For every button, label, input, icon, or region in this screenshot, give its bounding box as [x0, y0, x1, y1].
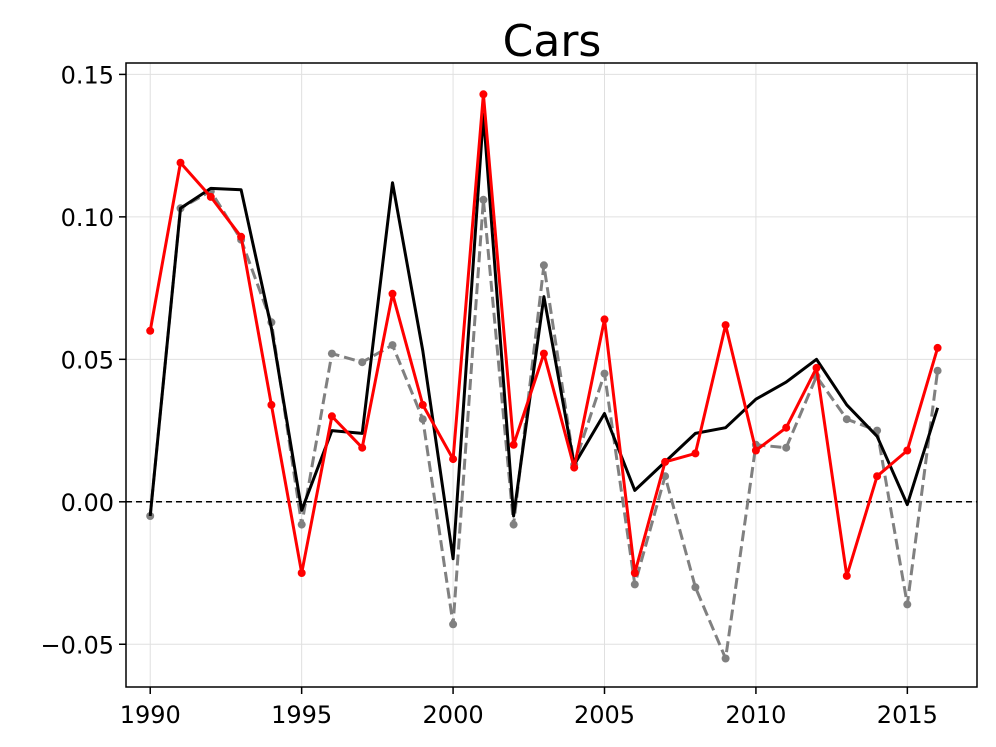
series-1-point — [418, 415, 427, 424]
series-3-point — [237, 232, 246, 241]
series-1-point — [509, 520, 518, 529]
series-group — [146, 90, 942, 663]
series-3-point — [903, 446, 912, 455]
series-3-point — [570, 463, 579, 472]
series-3-point — [176, 158, 185, 167]
x-tick-label: 2010 — [725, 701, 786, 729]
series-3-point — [449, 455, 458, 464]
series-1-point — [600, 369, 609, 378]
series-3-point — [479, 90, 488, 99]
series-3-point — [721, 321, 730, 330]
series-1-point — [842, 415, 851, 424]
series-3-point — [782, 423, 791, 432]
series-1-point — [782, 443, 791, 452]
series-3-point — [691, 449, 700, 458]
x-tick-label: 1995 — [271, 701, 332, 729]
y-tick-label: 0.00 — [61, 489, 114, 517]
series-1-point — [933, 366, 942, 375]
series-3-point — [267, 400, 276, 409]
series-1-point — [630, 580, 639, 589]
series-1-point — [388, 341, 397, 350]
series-2 — [148, 112, 940, 561]
x-tick-label: 1990 — [120, 701, 181, 729]
series-3-point — [661, 457, 670, 466]
y-tick-label: 0.10 — [61, 204, 114, 232]
series-3-point — [600, 315, 609, 324]
series-3-point — [509, 440, 518, 449]
chart-title: Cars — [503, 16, 602, 67]
series-3-line — [148, 92, 940, 578]
series-1-point — [721, 654, 730, 663]
series-3-point — [418, 400, 427, 409]
series-1-point — [539, 261, 548, 270]
series-3-point — [842, 571, 851, 580]
series-3-point — [873, 472, 882, 481]
series-1-point — [479, 195, 488, 204]
series-1-point — [358, 358, 367, 367]
series-1-point — [297, 520, 306, 529]
series-3-point — [327, 412, 336, 421]
series-3 — [146, 90, 942, 580]
series-3-point — [358, 443, 367, 452]
series-3-point — [539, 349, 548, 358]
series-3-point — [146, 326, 155, 335]
series-1-line — [148, 189, 940, 660]
x-tick-label: 2015 — [877, 701, 938, 729]
series-1 — [146, 187, 942, 663]
y-tick-label: 0.05 — [61, 346, 114, 374]
grid-lines — [126, 63, 977, 687]
series-1-point — [449, 620, 458, 629]
series-3-point — [630, 569, 639, 577]
x-tick-label: 2005 — [574, 701, 635, 729]
series-1-point — [327, 349, 336, 358]
series-3-point — [388, 289, 397, 298]
series-3-point — [933, 343, 942, 352]
series-1-point — [691, 583, 700, 592]
y-tick-label: −0.05 — [40, 631, 114, 659]
y-tick-label: 0.15 — [61, 61, 114, 89]
x-tick-label: 2000 — [423, 701, 484, 729]
plot-frame — [125, 62, 978, 688]
series-3-point — [297, 569, 306, 577]
axes: 1990 1995 2000 2005 2010 2015 −0.05 0.00 0.05 0.1… — [40, 61, 937, 729]
series-2-line — [148, 112, 940, 561]
series-3-point — [206, 192, 215, 201]
series-3-point — [812, 363, 821, 372]
series-1-point — [903, 600, 912, 609]
series-3-point — [751, 446, 760, 455]
